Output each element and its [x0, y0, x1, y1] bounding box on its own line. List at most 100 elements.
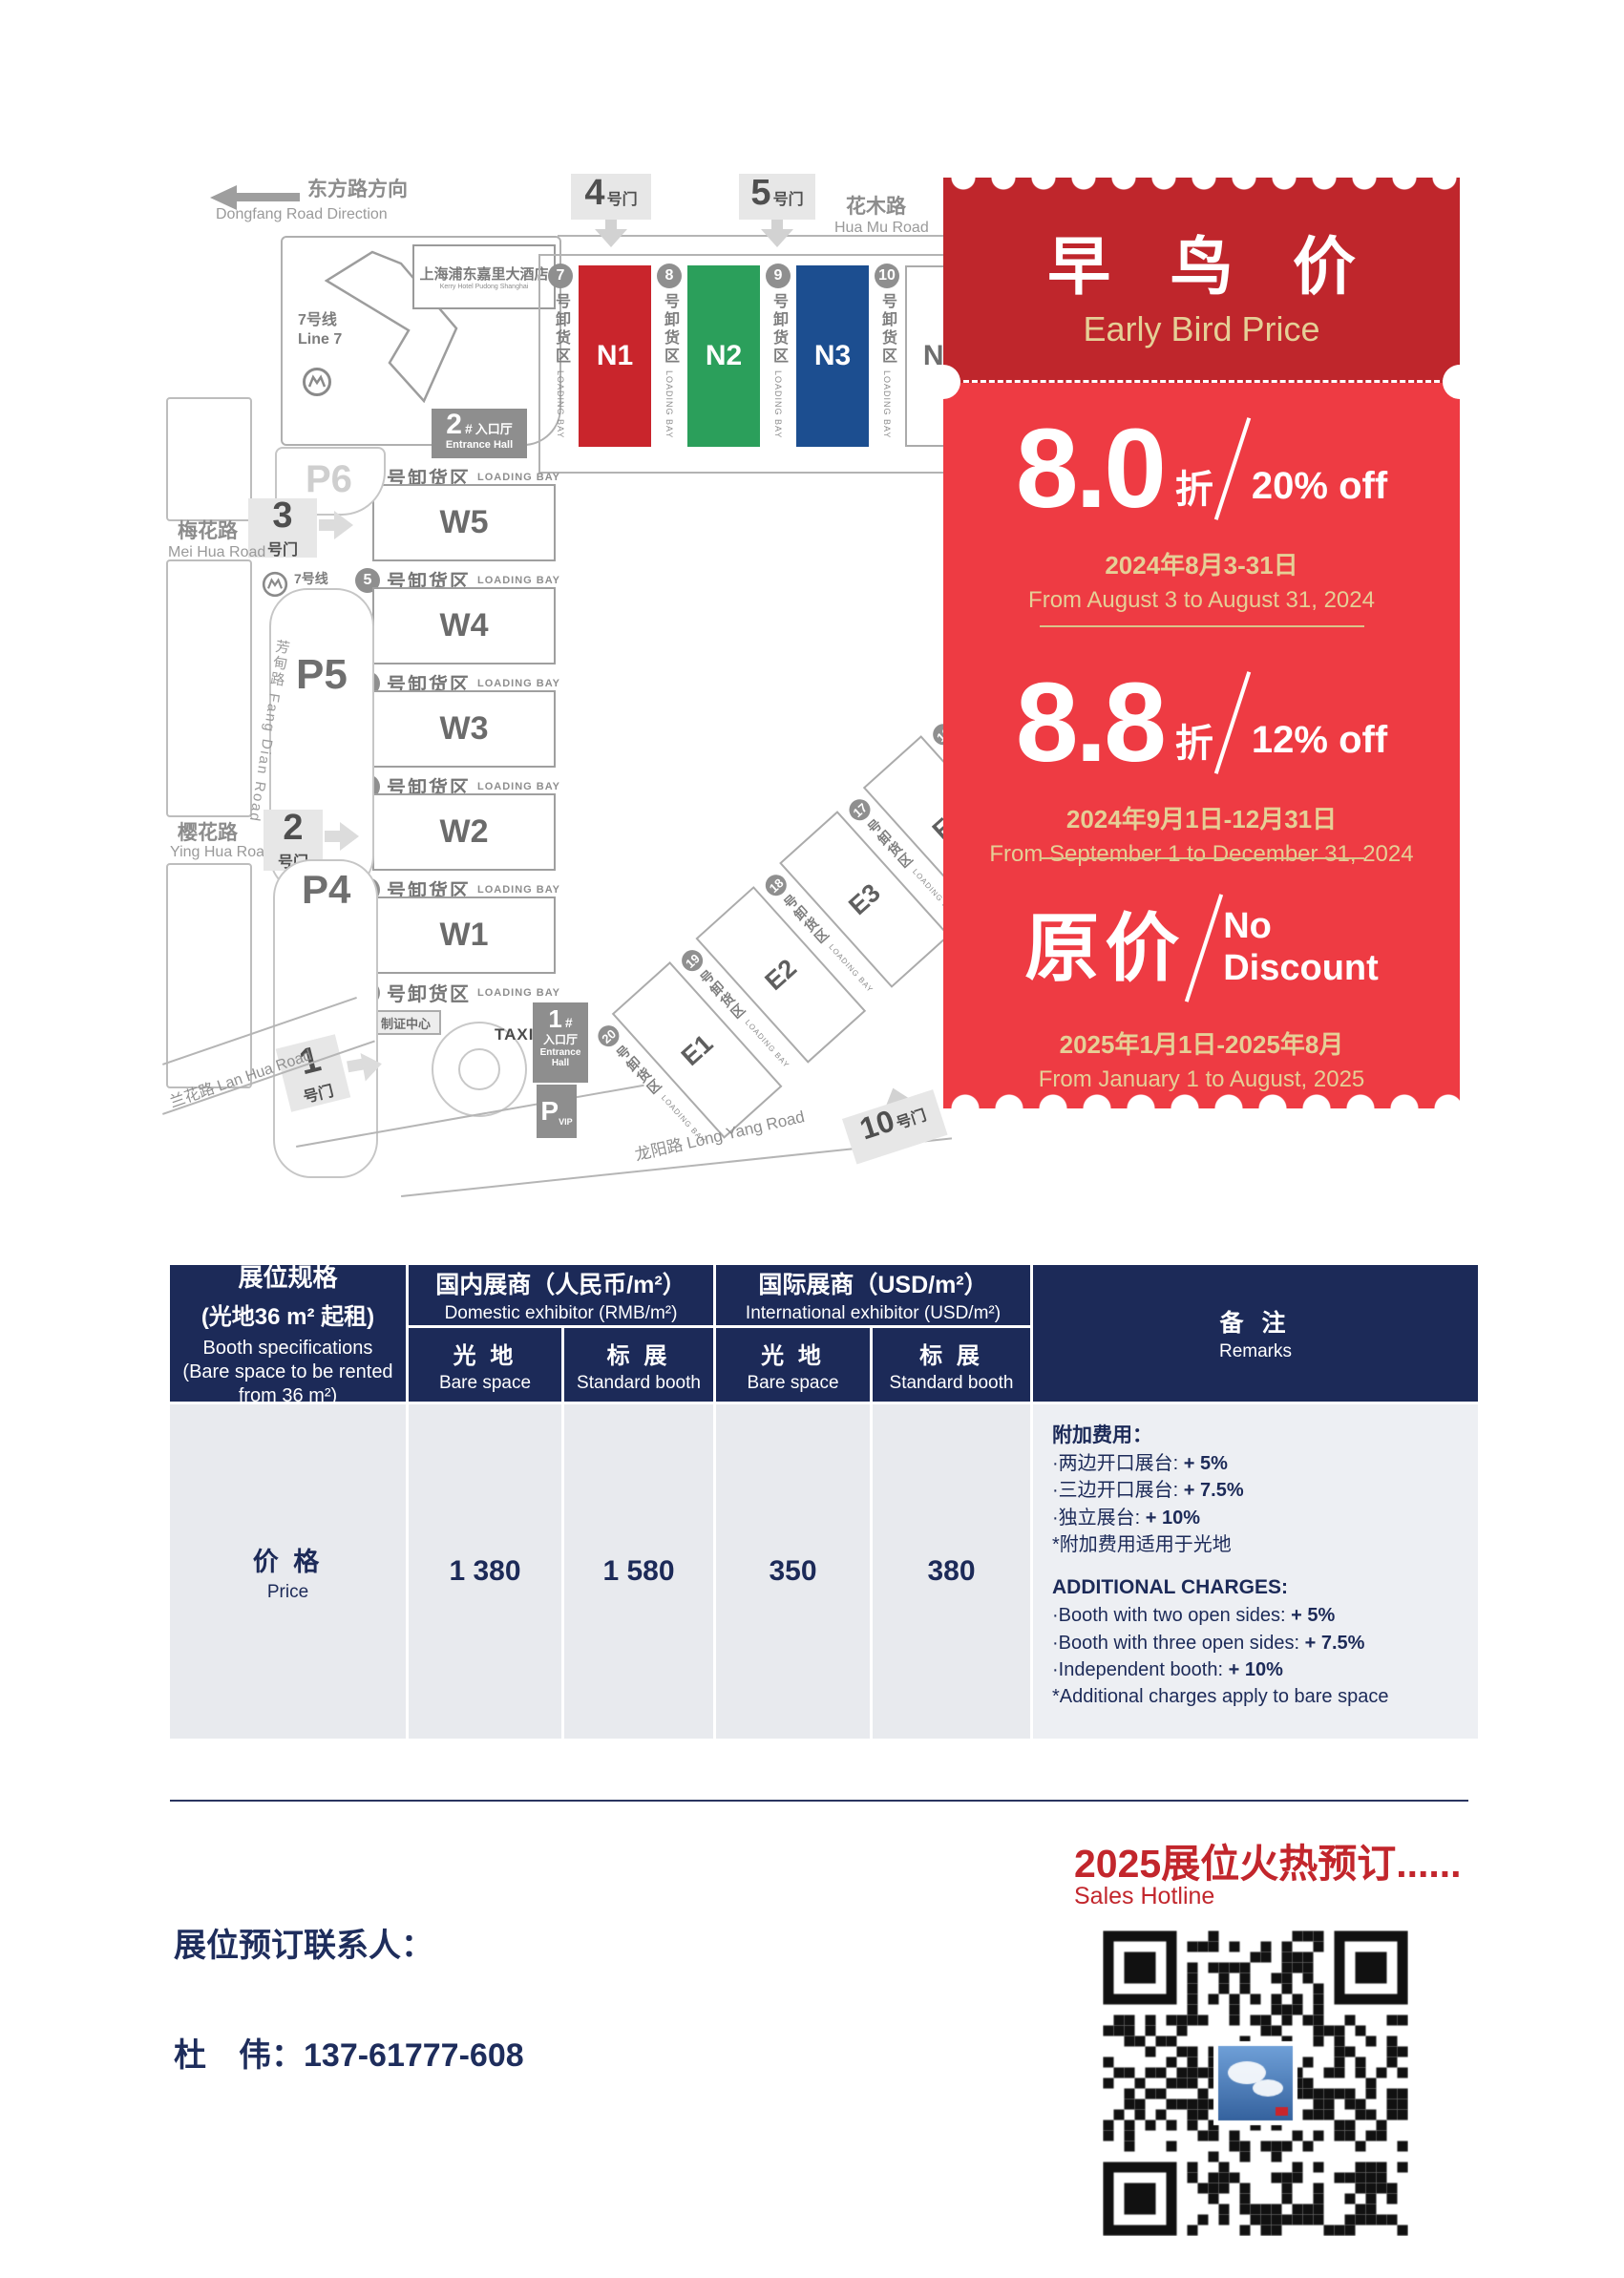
- cert-center-box: 制证中心: [370, 1010, 441, 1035]
- domestic-en: Domestic exhibitor (RMB/m²): [444, 1303, 678, 1323]
- dongfang-direction-arrow-bar: [237, 193, 300, 201]
- tier-2-slash: [1213, 671, 1252, 774]
- entrance-2-number: 2: [446, 409, 462, 440]
- intl-cn: 国际展商（USD/m²）: [758, 1272, 988, 1298]
- metro-line7-top-label: 7号线 Line 7: [298, 311, 342, 349]
- gate-4-suffix: 号门: [606, 192, 638, 208]
- metro-line7-top-cn: 7号线: [298, 312, 337, 328]
- tier-1-unit: 折: [1174, 469, 1213, 511]
- std1-en: Standard booth: [577, 1372, 701, 1393]
- loading-bay-cn: 号卸货区: [770, 293, 787, 366]
- road-label-dongfang-en: Dongfang Road Direction: [216, 206, 388, 222]
- entrance-1-number: 1: [548, 1004, 562, 1033]
- gate-4-badge: 4 号门: [571, 173, 651, 220]
- col-std-domestic-header: 标 展 Standard booth: [564, 1328, 713, 1402]
- remarks-line: *Additional charges apply to bare space: [1052, 1686, 1389, 1708]
- contact-phone-row: 杜 伟：137-61777-608: [174, 2029, 524, 2076]
- loading-bay-number: 8: [657, 264, 682, 288]
- coupon-divider-2: [1039, 857, 1364, 859]
- entrance-2-en: Entrance Hall: [445, 439, 514, 451]
- tier-3-discount-line2: Discount: [1223, 948, 1379, 988]
- entrance-1-cn: 入口厅: [542, 1033, 578, 1046]
- coupon-scallop-top: [943, 178, 1460, 200]
- roundabout-inner: [458, 1048, 500, 1090]
- entrance-1-hash: #: [564, 1015, 573, 1030]
- coupon-title-en: Early Bird Price: [1083, 309, 1320, 348]
- remarks-line: *附加费用适用于光地: [1052, 1533, 1232, 1555]
- gate-3-badge: 3 号门: [248, 496, 317, 559]
- tier-1: 8.0 折 20% off 2024年8月3-31日 From August 3…: [943, 412, 1460, 614]
- loading-bay-en: LOADING BAY: [882, 370, 892, 439]
- coupon-divider-1: [1039, 625, 1364, 627]
- tier-2-date-en: From September 1 to December 31, 2024: [989, 841, 1414, 867]
- metro-line7-top-en: Line 7: [298, 331, 343, 348]
- coupon-notch-right: [1443, 365, 1477, 399]
- remarks-pct: + 7.5%: [1183, 1480, 1244, 1502]
- gate-10-number: 10: [855, 1103, 899, 1147]
- remarks-pct: + 10%: [1228, 1658, 1283, 1680]
- tier-3-date-cn: 2025年1月1日-2025年8月: [1059, 1030, 1344, 1059]
- road-label-yinghua-en: Ying Hua Road: [170, 844, 273, 860]
- remarks-line: ·Booth with two open sides: + 5%: [1052, 1605, 1336, 1627]
- entrance-2-hash: #: [464, 421, 473, 436]
- early-bird-coupon: 早 鸟 价 Early Bird Price 8.0 折 20% off 202…: [926, 178, 1477, 1108]
- loading-bay-number: 9: [766, 264, 791, 288]
- remarks-pct: + 10%: [1145, 1507, 1201, 1529]
- spec-cn2: (光地36 m² 起租): [200, 1304, 375, 1330]
- loading-bay-number: 7: [548, 264, 573, 288]
- price-domestic-std: 1 580: [564, 1404, 713, 1739]
- gate-2-number: 2: [283, 808, 304, 849]
- bare1-cn: 光 地: [453, 1342, 517, 1369]
- col-bare-intl-header: 光 地 Bare space: [716, 1328, 870, 1402]
- loading-bay-en: LOADING BAY: [477, 677, 560, 689]
- gate-1-arrow-icon: [360, 1049, 385, 1082]
- tier-1-discount: 20% off: [1251, 465, 1388, 507]
- price-intl-std: 380: [873, 1404, 1030, 1739]
- gate-2-arrow-stem: [325, 831, 340, 842]
- remarks-line: ·Booth with three open sides: + 7.5%: [1052, 1632, 1365, 1654]
- sales-hotline-title: 2025展位火热预订......: [1074, 1842, 1462, 1886]
- spec-en3: from 36 m²): [238, 1385, 338, 1406]
- std2-cn: 标 展: [919, 1342, 983, 1369]
- gate-3-suffix: 号门: [266, 541, 298, 559]
- tier-3: 原价 No Discount 2025年1月1日-2025年8月 From Ja…: [943, 892, 1460, 1093]
- road-label-meihua-cn: 梅花路: [178, 520, 238, 542]
- tier-3-discount-line1: No: [1223, 906, 1272, 947]
- road-label-dongfang-cn: 东方路方向: [307, 179, 408, 200]
- tier-2-rate: 8.8: [1015, 660, 1167, 786]
- loading-bay-en: LOADING BAY: [664, 370, 674, 439]
- metro-icon: [303, 368, 331, 396]
- metro-line7-mid-cn: 7号线: [294, 571, 328, 586]
- parking-p6-label: P6: [306, 458, 352, 500]
- remarks-pct: + 7.5%: [1304, 1632, 1365, 1654]
- group-intl-header: 国际展商（USD/m²） International exhibitor (US…: [716, 1265, 1030, 1325]
- intl-en: International exhibitor (USD/m²): [745, 1303, 1002, 1323]
- coupon-notch-left: [926, 365, 960, 399]
- qr-code: [1103, 1930, 1408, 2236]
- venue-map: 东方路方向 Dongfang Road Direction 上海浦东嘉里大酒店 …: [162, 162, 1043, 1241]
- tier-1-date-cn: 2024年8月3-31日: [1105, 551, 1298, 580]
- loading-bay-en: LOADING BAY: [477, 471, 560, 483]
- gate-10-suffix: 号门: [894, 1107, 929, 1133]
- hotel-name-en: Kerry Hotel Pudong Shanghai: [439, 284, 529, 290]
- hall-W3: W3: [372, 690, 556, 768]
- sales-hotline-subtitle: Sales Hotline: [1074, 1883, 1215, 1909]
- bare1-en: Bare space: [438, 1372, 532, 1393]
- entrance-2-cn: 入口厅: [475, 422, 513, 436]
- contact-phone-number: 137-61777-608: [304, 2037, 524, 2074]
- spec-cn: 展位规格: [238, 1263, 338, 1292]
- city-block-2: [166, 559, 252, 817]
- parking-vip-p: P: [540, 1096, 559, 1126]
- spec-en1: Booth specifications: [202, 1338, 373, 1359]
- hall-W1: W1: [372, 896, 556, 974]
- tier-1-date-en: From August 3 to August 31, 2024: [1028, 587, 1375, 613]
- road-label-huamu-cn: 花木路: [846, 196, 906, 218]
- gate-5-arrow-icon: [761, 229, 793, 247]
- entrance-1-en1: Entrance: [539, 1047, 581, 1058]
- price-cn: 价 格: [252, 1547, 324, 1576]
- gate-3-number: 3: [272, 496, 293, 537]
- loading-bay-9: 9 号卸货区 LOADING BAY: [760, 256, 796, 447]
- tier-3-slash: [1185, 894, 1224, 1002]
- hall-W2: W2: [372, 793, 556, 871]
- loading-bay-cn: 号卸货区: [879, 293, 896, 366]
